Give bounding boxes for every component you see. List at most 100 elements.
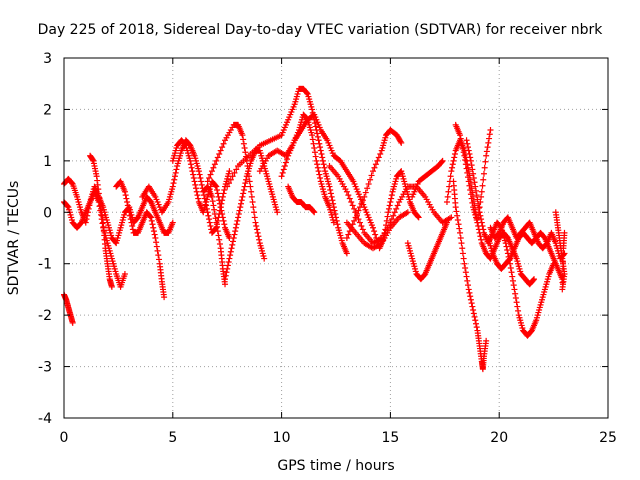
data-point [465, 147, 472, 154]
data-point [226, 255, 233, 262]
y-tick-label: -3 [38, 360, 52, 376]
data-point [121, 188, 128, 195]
data-point [364, 185, 371, 192]
data-point [443, 219, 450, 226]
data-point [314, 133, 321, 140]
y-tick-label: -1 [38, 257, 52, 273]
data-point [251, 214, 258, 221]
data-point [465, 144, 472, 151]
data-point [240, 190, 247, 197]
data-point [388, 195, 395, 202]
data-point [317, 144, 324, 151]
data-point [509, 273, 516, 280]
data-point [468, 162, 475, 169]
data-point [459, 142, 466, 149]
data-point [352, 214, 359, 221]
data-point [153, 243, 160, 250]
data-point [235, 211, 242, 217]
data-point [309, 132, 316, 139]
data-point [487, 127, 494, 133]
data-point [311, 145, 318, 151]
chart-title: Day 225 of 2018, Sidereal Day-to-day VTE… [38, 22, 604, 38]
series-track-20 [443, 137, 538, 288]
data-point [240, 140, 247, 147]
data-point [121, 271, 128, 277]
data-point [404, 209, 411, 216]
data-point [206, 175, 213, 181]
data-point [169, 183, 176, 190]
data-point [359, 197, 366, 204]
data-point [512, 290, 519, 297]
data-point [482, 158, 489, 165]
data-point [64, 203, 71, 210]
data-point [228, 245, 235, 252]
data-point [463, 273, 470, 280]
data-point [198, 181, 205, 188]
data-point [190, 175, 197, 181]
series-track-21 [450, 178, 490, 373]
data-point [452, 204, 459, 211]
data-point [475, 200, 482, 207]
series-track-13 [278, 111, 422, 252]
data-point [149, 221, 156, 228]
data-point [457, 135, 464, 142]
data-point [393, 205, 400, 212]
data-point [476, 209, 483, 216]
data-point [472, 187, 479, 194]
x-tick-labels: 0 5 10 15 20 25 [60, 430, 617, 446]
data-point [248, 193, 255, 200]
data-point [474, 196, 481, 203]
data-point [261, 255, 268, 262]
data-point [247, 183, 254, 190]
data-point [464, 140, 471, 147]
data-point [469, 303, 476, 310]
data-point [508, 269, 515, 276]
data-point [351, 217, 358, 224]
data-point [460, 255, 467, 262]
data-point [211, 161, 218, 168]
data-point [314, 130, 321, 137]
data-point [449, 161, 456, 168]
data-point [362, 189, 369, 196]
data-point [511, 286, 518, 293]
data-point [454, 217, 461, 223]
data-point [219, 211, 226, 217]
data-point [214, 190, 221, 197]
data-point [235, 214, 242, 221]
data-point [317, 175, 324, 181]
data-point [463, 137, 470, 144]
y-tick-label: 3 [43, 51, 52, 67]
data-point [369, 168, 376, 175]
data-point [456, 225, 463, 232]
data-point [238, 197, 245, 204]
data-point [154, 247, 161, 254]
series-track-17 [343, 209, 411, 252]
data-point [224, 183, 231, 190]
data-point [515, 307, 522, 314]
data-point [398, 139, 405, 146]
data-point [254, 229, 261, 236]
data-point [477, 233, 484, 240]
data-point [459, 145, 466, 152]
series-track-25 [485, 229, 566, 283]
data-point [327, 190, 334, 197]
data-point [217, 204, 224, 211]
data-point [316, 140, 323, 147]
data-point [358, 223, 365, 229]
data-point [220, 217, 227, 224]
data-point [127, 212, 134, 219]
x-tick-label: 0 [60, 430, 69, 446]
data-point [193, 185, 200, 192]
data-point [388, 192, 395, 199]
data-point [313, 157, 320, 164]
data-point [216, 200, 223, 207]
data-point [327, 187, 334, 193]
y-tick-label: 0 [43, 205, 52, 221]
data-point [462, 161, 469, 168]
data-point [343, 188, 350, 195]
data-point [108, 283, 115, 290]
data-point [152, 235, 159, 241]
data-point [334, 221, 341, 228]
data-point [220, 140, 227, 147]
data-point [384, 213, 391, 220]
